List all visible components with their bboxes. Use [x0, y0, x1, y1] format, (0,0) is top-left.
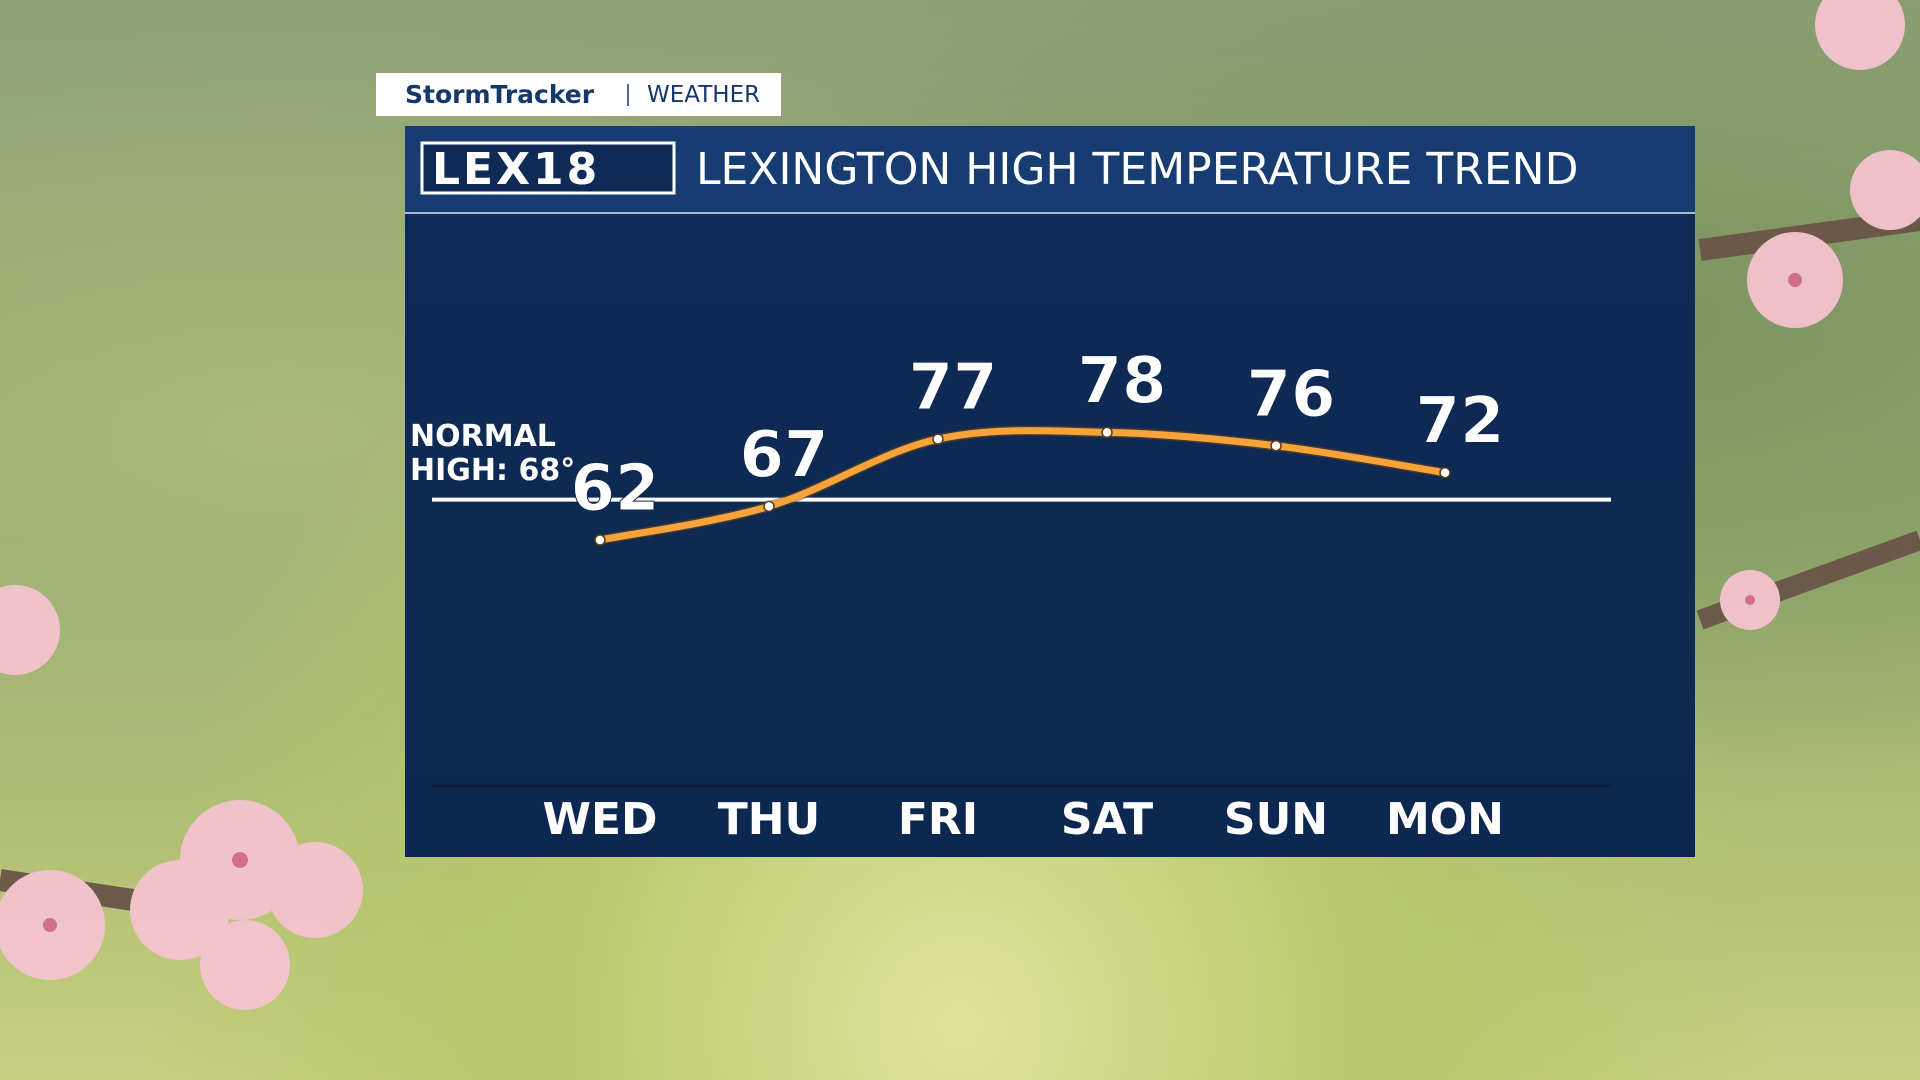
brand-tag	[376, 73, 781, 116]
value-label: 77	[908, 351, 997, 425]
x-tick-label: SUN	[1224, 794, 1328, 845]
value-label: 62	[570, 452, 659, 526]
point	[594, 534, 606, 546]
x-tick-label: WED	[542, 794, 657, 845]
panel	[405, 126, 1695, 857]
logo: LEX18	[432, 144, 600, 195]
line	[596, 427, 1449, 544]
point	[932, 433, 944, 445]
chart-title: LEXINGTON HIGH TEMPERATURE TREND	[696, 144, 1578, 195]
logo-box	[420, 141, 676, 195]
section: WEATHER	[647, 82, 760, 108]
x-tick-label: SAT	[1061, 794, 1153, 845]
value-label: 76	[1246, 358, 1335, 432]
value-label: 78	[1077, 344, 1166, 418]
brand: StormTracker	[405, 80, 595, 109]
x-tick-label: THU	[718, 794, 821, 845]
point	[763, 500, 775, 513]
point	[1101, 426, 1113, 439]
point	[1270, 440, 1282, 452]
value-label: 72	[1415, 385, 1504, 459]
reference-label: NORMAL HIGH: 68°	[410, 419, 576, 488]
value-label: 67	[739, 418, 828, 492]
x-tick-label: FRI	[898, 794, 978, 845]
x-tick-label: MON	[1386, 794, 1504, 845]
point	[1439, 466, 1451, 479]
decoration	[0, 0, 1920, 1010]
